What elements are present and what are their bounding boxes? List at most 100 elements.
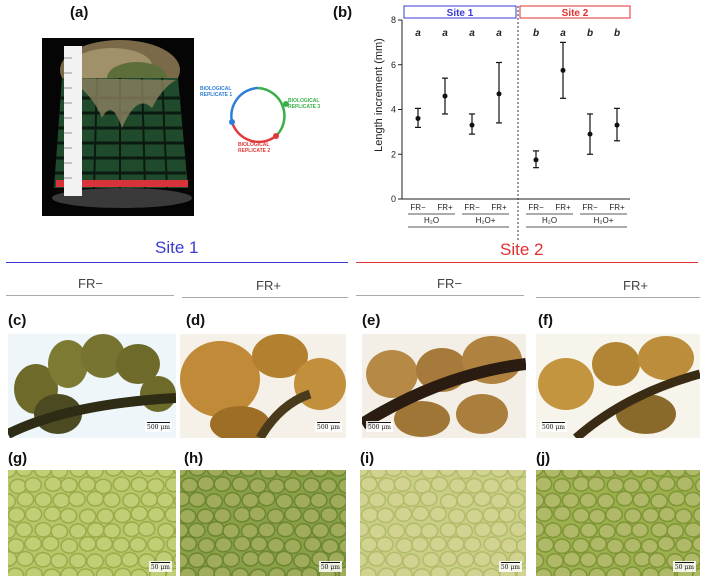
plant-cell	[384, 470, 403, 477]
plant-cell	[320, 506, 339, 523]
plant-cell	[188, 491, 207, 508]
plant-cell	[180, 535, 198, 552]
plant-cell	[419, 490, 438, 507]
plant-cell	[24, 535, 43, 552]
plant-cell	[376, 507, 395, 524]
plant-cell	[587, 476, 606, 493]
plant-cell	[562, 551, 581, 568]
plant-cell	[360, 506, 379, 523]
plant-cell	[231, 476, 250, 493]
plant-cell	[8, 550, 18, 567]
plant-cell	[319, 477, 338, 494]
plant-cell	[241, 492, 260, 509]
plant-cell	[206, 520, 225, 537]
plant-cell	[249, 568, 268, 576]
plant-cell	[42, 568, 61, 576]
plant-cell	[641, 566, 660, 576]
plant-cell	[446, 536, 465, 553]
significance-letter: b	[533, 28, 539, 39]
scalebar-f: 500 μm	[540, 421, 567, 432]
plant-cell	[691, 567, 700, 576]
plant-cell	[360, 470, 370, 478]
plant-cell	[213, 507, 232, 524]
scalebar-j: 50 μm	[672, 561, 696, 572]
plant-cell	[394, 566, 413, 576]
plant-cell	[257, 521, 276, 538]
plant-cell	[180, 552, 189, 569]
plant-cell	[25, 566, 44, 576]
plant-cell	[121, 470, 140, 478]
plant-cell	[206, 470, 225, 478]
replicate-arc-blue	[230, 86, 259, 123]
plant-cell	[420, 470, 439, 480]
plant-cell	[552, 478, 571, 495]
plant-cell	[572, 475, 591, 492]
plant-cell	[95, 566, 114, 576]
plant-cell	[156, 491, 175, 508]
plant-cell	[675, 537, 694, 554]
plant-cell	[648, 552, 667, 569]
plant-cell	[536, 470, 544, 477]
plant-cell	[692, 507, 700, 523]
plant-cell	[113, 507, 132, 524]
plant-cell	[122, 492, 141, 509]
scalebar-g: 50 μm	[148, 561, 172, 572]
plant-cell	[180, 477, 199, 494]
plant-cell	[104, 552, 123, 569]
plant-cell	[34, 521, 53, 538]
site1-fr-plus-rule	[182, 297, 348, 298]
plant-cell	[8, 567, 25, 576]
site-box-label-2: Site 2	[562, 8, 589, 19]
plant-cell	[650, 521, 669, 538]
plant-cell	[553, 538, 572, 555]
plant-cell	[561, 492, 580, 509]
plant-cell	[375, 536, 394, 553]
panel-label-a: (a)	[70, 4, 89, 21]
plant-cell	[302, 507, 321, 524]
plant-cell	[86, 521, 105, 538]
plant-cell	[259, 470, 278, 480]
plant-cell	[456, 470, 475, 480]
site1-fr-minus-header: FR−	[78, 276, 103, 291]
plant-cell	[166, 535, 176, 552]
plant-cell	[67, 491, 86, 508]
plant-cell	[68, 523, 87, 540]
plant-cell	[683, 491, 700, 508]
plant-cell	[60, 566, 79, 576]
plant-cell	[146, 477, 165, 494]
plant-cell	[8, 506, 26, 523]
plant-cell	[536, 476, 553, 493]
plant-cell	[562, 523, 581, 540]
plant-cell	[536, 552, 545, 569]
plant-cell	[606, 538, 625, 555]
plant-cell	[78, 508, 97, 525]
data-point	[469, 122, 475, 128]
plant-cell	[474, 470, 493, 477]
plant-cell	[310, 470, 329, 478]
plant-cell	[536, 536, 555, 553]
site-1-header: Site 1	[155, 238, 199, 257]
plant-cell	[561, 470, 580, 480]
plant-cell	[50, 552, 69, 569]
plant-cell	[248, 477, 267, 494]
plant-cell	[667, 490, 686, 507]
leaf-micrograph-f: 500 μm	[536, 334, 700, 438]
panel-label-e: (e)	[362, 312, 381, 329]
plant-cell	[285, 567, 304, 576]
plant-cell	[283, 477, 302, 494]
plant-cell	[44, 476, 63, 493]
plant-cell	[360, 491, 370, 508]
plant-cell	[275, 550, 294, 567]
plant-cell	[41, 535, 60, 552]
x-category-label: FR+	[555, 203, 571, 212]
water-label: H₂O	[542, 216, 557, 225]
x-category-label: FR−	[528, 203, 544, 212]
y-tick-label: 8	[391, 15, 396, 25]
plant-cell	[257, 490, 276, 507]
plant-cell	[650, 470, 669, 477]
data-point	[560, 67, 566, 73]
scalebar-e: 500 μm	[366, 421, 393, 432]
water-label: H₂O+	[476, 216, 496, 225]
plant-cell	[615, 490, 634, 507]
plant-cell	[633, 551, 652, 568]
